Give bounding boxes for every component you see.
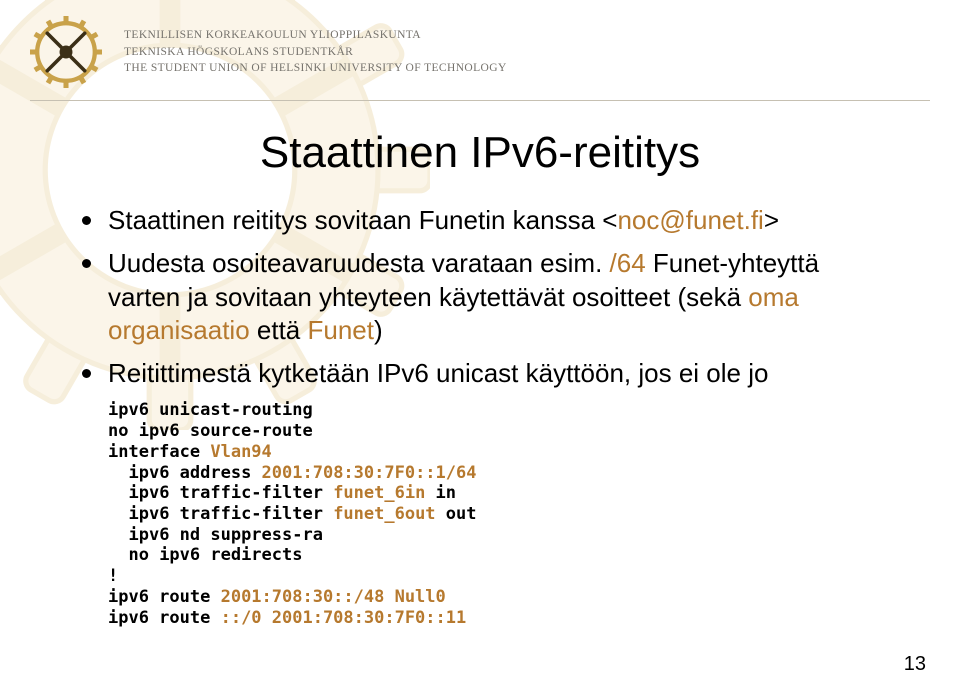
- bullet-1: Staattinen reititys sovitaan Funetin kan…: [80, 204, 880, 237]
- slide-title: Staattinen IPv6-reititys: [80, 128, 880, 178]
- org-line-2: TEKNISKA HÖGSKOLANS STUDENTKÅR: [124, 44, 507, 61]
- university-logo-icon: [30, 16, 102, 88]
- org-name-block: TEKNILLISEN KORKEAKOULUN YLIOPPILASKUNTA…: [124, 27, 507, 77]
- code-block: ipv6 unicast-routing no ipv6 source-rout…: [108, 400, 880, 628]
- slide-bullets: Staattinen reititys sovitaan Funetin kan…: [80, 204, 880, 390]
- org-line-3: THE STUDENT UNION OF HELSINKI UNIVERSITY…: [124, 60, 507, 77]
- bullet-3: Reitittimestä kytketään IPv6 unicast käy…: [80, 357, 880, 390]
- slide-content: Staattinen IPv6-reititys Staattinen reit…: [0, 96, 960, 628]
- slide-header: TEKNILLISEN KORKEAKOULUN YLIOPPILASKUNTA…: [0, 0, 960, 96]
- bullet-2: Uudesta osoiteavaruudesta varataan esim.…: [80, 247, 880, 347]
- page-number: 13: [904, 653, 926, 676]
- org-line-1: TEKNILLISEN KORKEAKOULUN YLIOPPILASKUNTA: [124, 27, 507, 44]
